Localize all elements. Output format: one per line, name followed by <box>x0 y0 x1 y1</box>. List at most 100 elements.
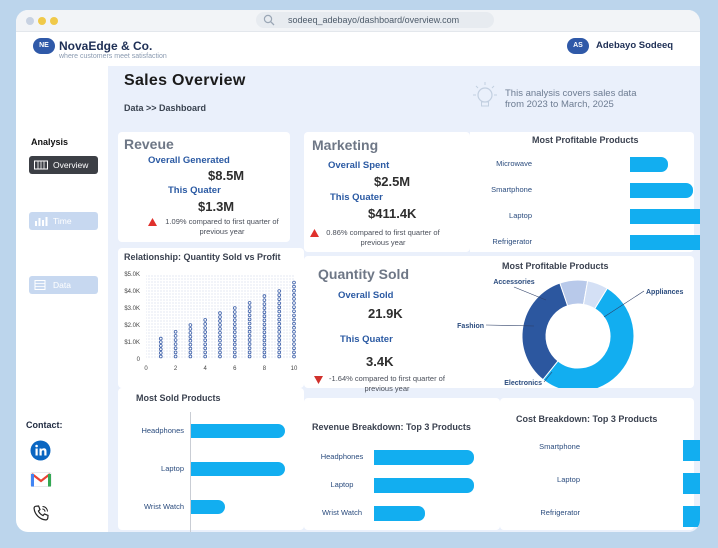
scatter-point[interactable] <box>158 336 163 341</box>
scatter-point[interactable] <box>292 309 296 314</box>
breadcrumb[interactable]: Data >> Dashboard <box>124 103 207 113</box>
scatter-point[interactable] <box>218 346 222 351</box>
bar[interactable] <box>374 506 425 521</box>
scatter-point[interactable] <box>262 350 267 355</box>
scatter-point[interactable] <box>247 354 252 359</box>
scatter-point[interactable] <box>262 302 267 306</box>
scatter-point[interactable] <box>292 297 296 301</box>
scatter-point[interactable] <box>277 350 282 355</box>
gmail-icon[interactable] <box>30 471 52 488</box>
scatter-point[interactable] <box>292 350 296 355</box>
scatter-point[interactable] <box>262 294 267 298</box>
scatter-point[interactable] <box>277 330 282 334</box>
scatter-point[interactable] <box>262 338 267 343</box>
bar[interactable] <box>630 183 693 198</box>
sidebar-item-data[interactable]: Data <box>29 276 98 294</box>
window-dot-3[interactable] <box>50 17 58 25</box>
scatter-point[interactable] <box>173 330 178 334</box>
scatter-point[interactable] <box>292 280 296 285</box>
scatter-point[interactable] <box>203 346 207 351</box>
scatter-point[interactable] <box>247 338 252 342</box>
scatter-point[interactable] <box>203 334 207 338</box>
scatter-point[interactable] <box>203 322 207 326</box>
scatter-point[interactable] <box>203 350 207 355</box>
scatter-point[interactable] <box>158 343 163 348</box>
scatter-point[interactable] <box>233 326 237 330</box>
scatter-point[interactable] <box>218 327 222 331</box>
scatter-point[interactable] <box>203 330 207 334</box>
scatter-point[interactable] <box>247 313 252 318</box>
scatter-point[interactable] <box>262 306 267 310</box>
scatter-point[interactable] <box>247 321 252 326</box>
window-dot-1[interactable] <box>26 17 34 25</box>
scatter-point[interactable] <box>277 289 282 293</box>
scatter-point[interactable] <box>292 346 296 351</box>
scatter-point[interactable] <box>247 329 252 334</box>
scatter-point[interactable] <box>247 325 252 330</box>
scatter-point[interactable] <box>233 338 237 343</box>
scatter-point[interactable] <box>277 321 282 326</box>
scatter-point[interactable] <box>247 301 252 305</box>
scatter-point[interactable] <box>262 322 267 327</box>
scatter-point[interactable] <box>218 338 222 343</box>
scatter-point[interactable] <box>277 354 282 359</box>
scatter-point[interactable] <box>277 338 282 342</box>
scatter-point[interactable] <box>233 350 237 355</box>
window-dot-2[interactable] <box>38 17 46 25</box>
scatter-point[interactable] <box>292 293 296 297</box>
scatter-point[interactable] <box>262 298 267 302</box>
scatter-point[interactable] <box>277 297 282 301</box>
scatter-point[interactable] <box>247 309 252 313</box>
scatter-point[interactable] <box>277 293 282 297</box>
bar[interactable] <box>374 450 474 465</box>
scatter-point[interactable] <box>292 313 296 318</box>
scatter-point[interactable] <box>188 350 193 355</box>
scatter-point[interactable] <box>262 334 267 339</box>
scatter-point[interactable] <box>247 305 252 309</box>
donut-slice-electronics[interactable] <box>521 282 569 381</box>
scatter-point[interactable] <box>218 350 222 355</box>
scatter-point[interactable] <box>292 334 296 338</box>
scatter-point[interactable] <box>262 314 267 319</box>
scatter-point[interactable] <box>158 340 163 344</box>
bar[interactable] <box>190 462 285 476</box>
scatter-point[interactable] <box>233 330 237 335</box>
scatter-point[interactable] <box>173 354 178 359</box>
scatter-point[interactable] <box>292 301 296 305</box>
scatter-point[interactable] <box>262 318 267 323</box>
scatter-point[interactable] <box>173 342 178 346</box>
scatter-point[interactable] <box>158 351 163 355</box>
bar[interactable] <box>683 440 700 461</box>
bar[interactable] <box>630 157 668 172</box>
scatter-point[interactable] <box>188 331 193 335</box>
scatter-point[interactable] <box>262 346 267 351</box>
scatter-point[interactable] <box>218 319 222 323</box>
scatter-point[interactable] <box>188 346 193 351</box>
scatter-point[interactable] <box>262 310 267 314</box>
scatter-point[interactable] <box>203 326 207 330</box>
scatter-point[interactable] <box>188 338 193 343</box>
scatter-point[interactable] <box>277 326 282 330</box>
scatter-point[interactable] <box>173 350 178 355</box>
scatter-point[interactable] <box>262 354 267 359</box>
scatter-point[interactable] <box>188 327 193 331</box>
scatter-point[interactable] <box>277 313 282 318</box>
user-name[interactable]: Adebayo Sodeeq <box>596 40 674 51</box>
scatter-point[interactable] <box>173 334 178 338</box>
scatter-point[interactable] <box>292 317 296 322</box>
address-bar[interactable]: sodeeq_adebayo/dashboard/overview.com <box>256 12 494 28</box>
scatter-point[interactable] <box>292 288 296 293</box>
bar[interactable] <box>683 473 700 494</box>
donut-slice-appliances[interactable] <box>542 287 635 388</box>
scatter-point[interactable] <box>233 334 237 339</box>
scatter-point[interactable] <box>188 323 193 327</box>
scatter-point[interactable] <box>277 301 282 306</box>
scatter-point[interactable] <box>218 334 222 339</box>
scatter-point[interactable] <box>292 305 296 309</box>
scatter-point[interactable] <box>247 346 252 351</box>
scatter-point[interactable] <box>218 315 222 319</box>
scatter-point[interactable] <box>233 314 237 318</box>
bar[interactable] <box>630 209 700 224</box>
bar[interactable] <box>683 506 700 527</box>
scatter-point[interactable] <box>233 346 237 351</box>
